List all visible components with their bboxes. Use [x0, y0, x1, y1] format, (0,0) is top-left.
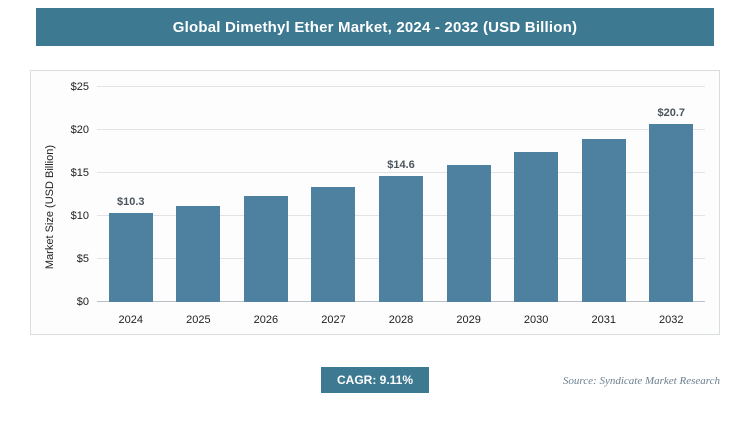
y-tick-label: $5	[76, 253, 89, 265]
bar-2028	[379, 176, 424, 302]
x-axis-labels: 2024 2025 2026 2027 2028 2029 2030 2031 2032	[97, 302, 705, 328]
bar-2031	[581, 138, 626, 302]
bar-column-2027	[300, 87, 368, 302]
chart-title-bar: Global Dimethyl Ether Market, 2024 - 203…	[36, 8, 714, 46]
plot-row: $0 $5 $10 $15 $20 $25 $10.3 $14.6 $20.7	[61, 81, 705, 308]
x-tick-label-2032: 2032	[659, 314, 684, 326]
bars-container: $10.3 $14.6 $20.7	[97, 87, 705, 302]
y-tick-label: $25	[70, 81, 89, 93]
bar-2025	[176, 205, 221, 302]
gridline	[97, 172, 705, 173]
gridline	[97, 129, 705, 130]
x-tick-label-2031: 2031	[591, 314, 616, 326]
chart-footer: CAGR: 9.11% Source: Syndicate Market Res…	[0, 367, 750, 397]
plot-area: $0 $5 $10 $15 $20 $25 $10.3 $14.6 $20.7 2024 202…	[61, 81, 705, 328]
y-tick-label: $15	[70, 167, 89, 179]
bar-value-label-2024: $10.3	[117, 196, 145, 209]
x-tick-label-2030: 2030	[523, 314, 549, 326]
plot-region: $10.3 $14.6 $20.7	[97, 86, 705, 302]
y-tick-label: $20	[70, 124, 89, 136]
gridline	[97, 86, 705, 87]
bar-column-2028: $14.6	[367, 87, 435, 302]
cagr-badge: CAGR: 9.11%	[320, 367, 430, 393]
x-tick-label-2024: 2024	[118, 314, 144, 326]
bar-2030	[514, 152, 559, 302]
x-tick-label-2029: 2029	[456, 314, 481, 326]
bar-column-2032: $20.7	[638, 87, 706, 302]
y-tick-label: $10	[70, 210, 89, 222]
y-tick-label: $0	[76, 296, 89, 308]
x-tick-label-2025: 2025	[186, 314, 211, 326]
bar-value-label-2028: $14.6	[387, 159, 415, 172]
bar-column-2024: $10.3	[97, 87, 165, 302]
chart-title: Global Dimethyl Ether Market, 2024 - 203…	[172, 18, 578, 36]
bar-2024	[108, 213, 153, 302]
bar-2032	[649, 123, 694, 302]
bar-column-2026	[232, 87, 300, 302]
y-axis-label: Market Size (USD Billion)	[44, 145, 56, 270]
bar-2029	[446, 165, 491, 302]
bar-value-label-2032: $20.7	[657, 106, 686, 119]
y-axis-label-wrap: Market Size (USD Billion)	[39, 87, 61, 328]
x-tick-label-2027: 2027	[321, 314, 346, 326]
bar-2026	[243, 196, 288, 302]
x-tick-label-2026: 2026	[253, 314, 279, 326]
x-tick-label-2028: 2028	[388, 314, 414, 326]
bar-2027	[311, 186, 356, 302]
bar-column-2031	[570, 87, 638, 302]
chart-area: Market Size (USD Billion) $0 $5 $10 $15 $20 $…	[30, 70, 720, 335]
y-axis-ticks: $0 $5 $10 $15 $20 $25	[61, 81, 97, 308]
chart-page: Global Dimethyl Ether Market, 2024 - 203…	[0, 8, 750, 425]
bar-column-2025	[165, 87, 233, 302]
bar-column-2030	[502, 87, 570, 302]
bar-column-2029	[435, 87, 503, 302]
source-credit: Source: Syndicate Market Research	[562, 375, 720, 387]
